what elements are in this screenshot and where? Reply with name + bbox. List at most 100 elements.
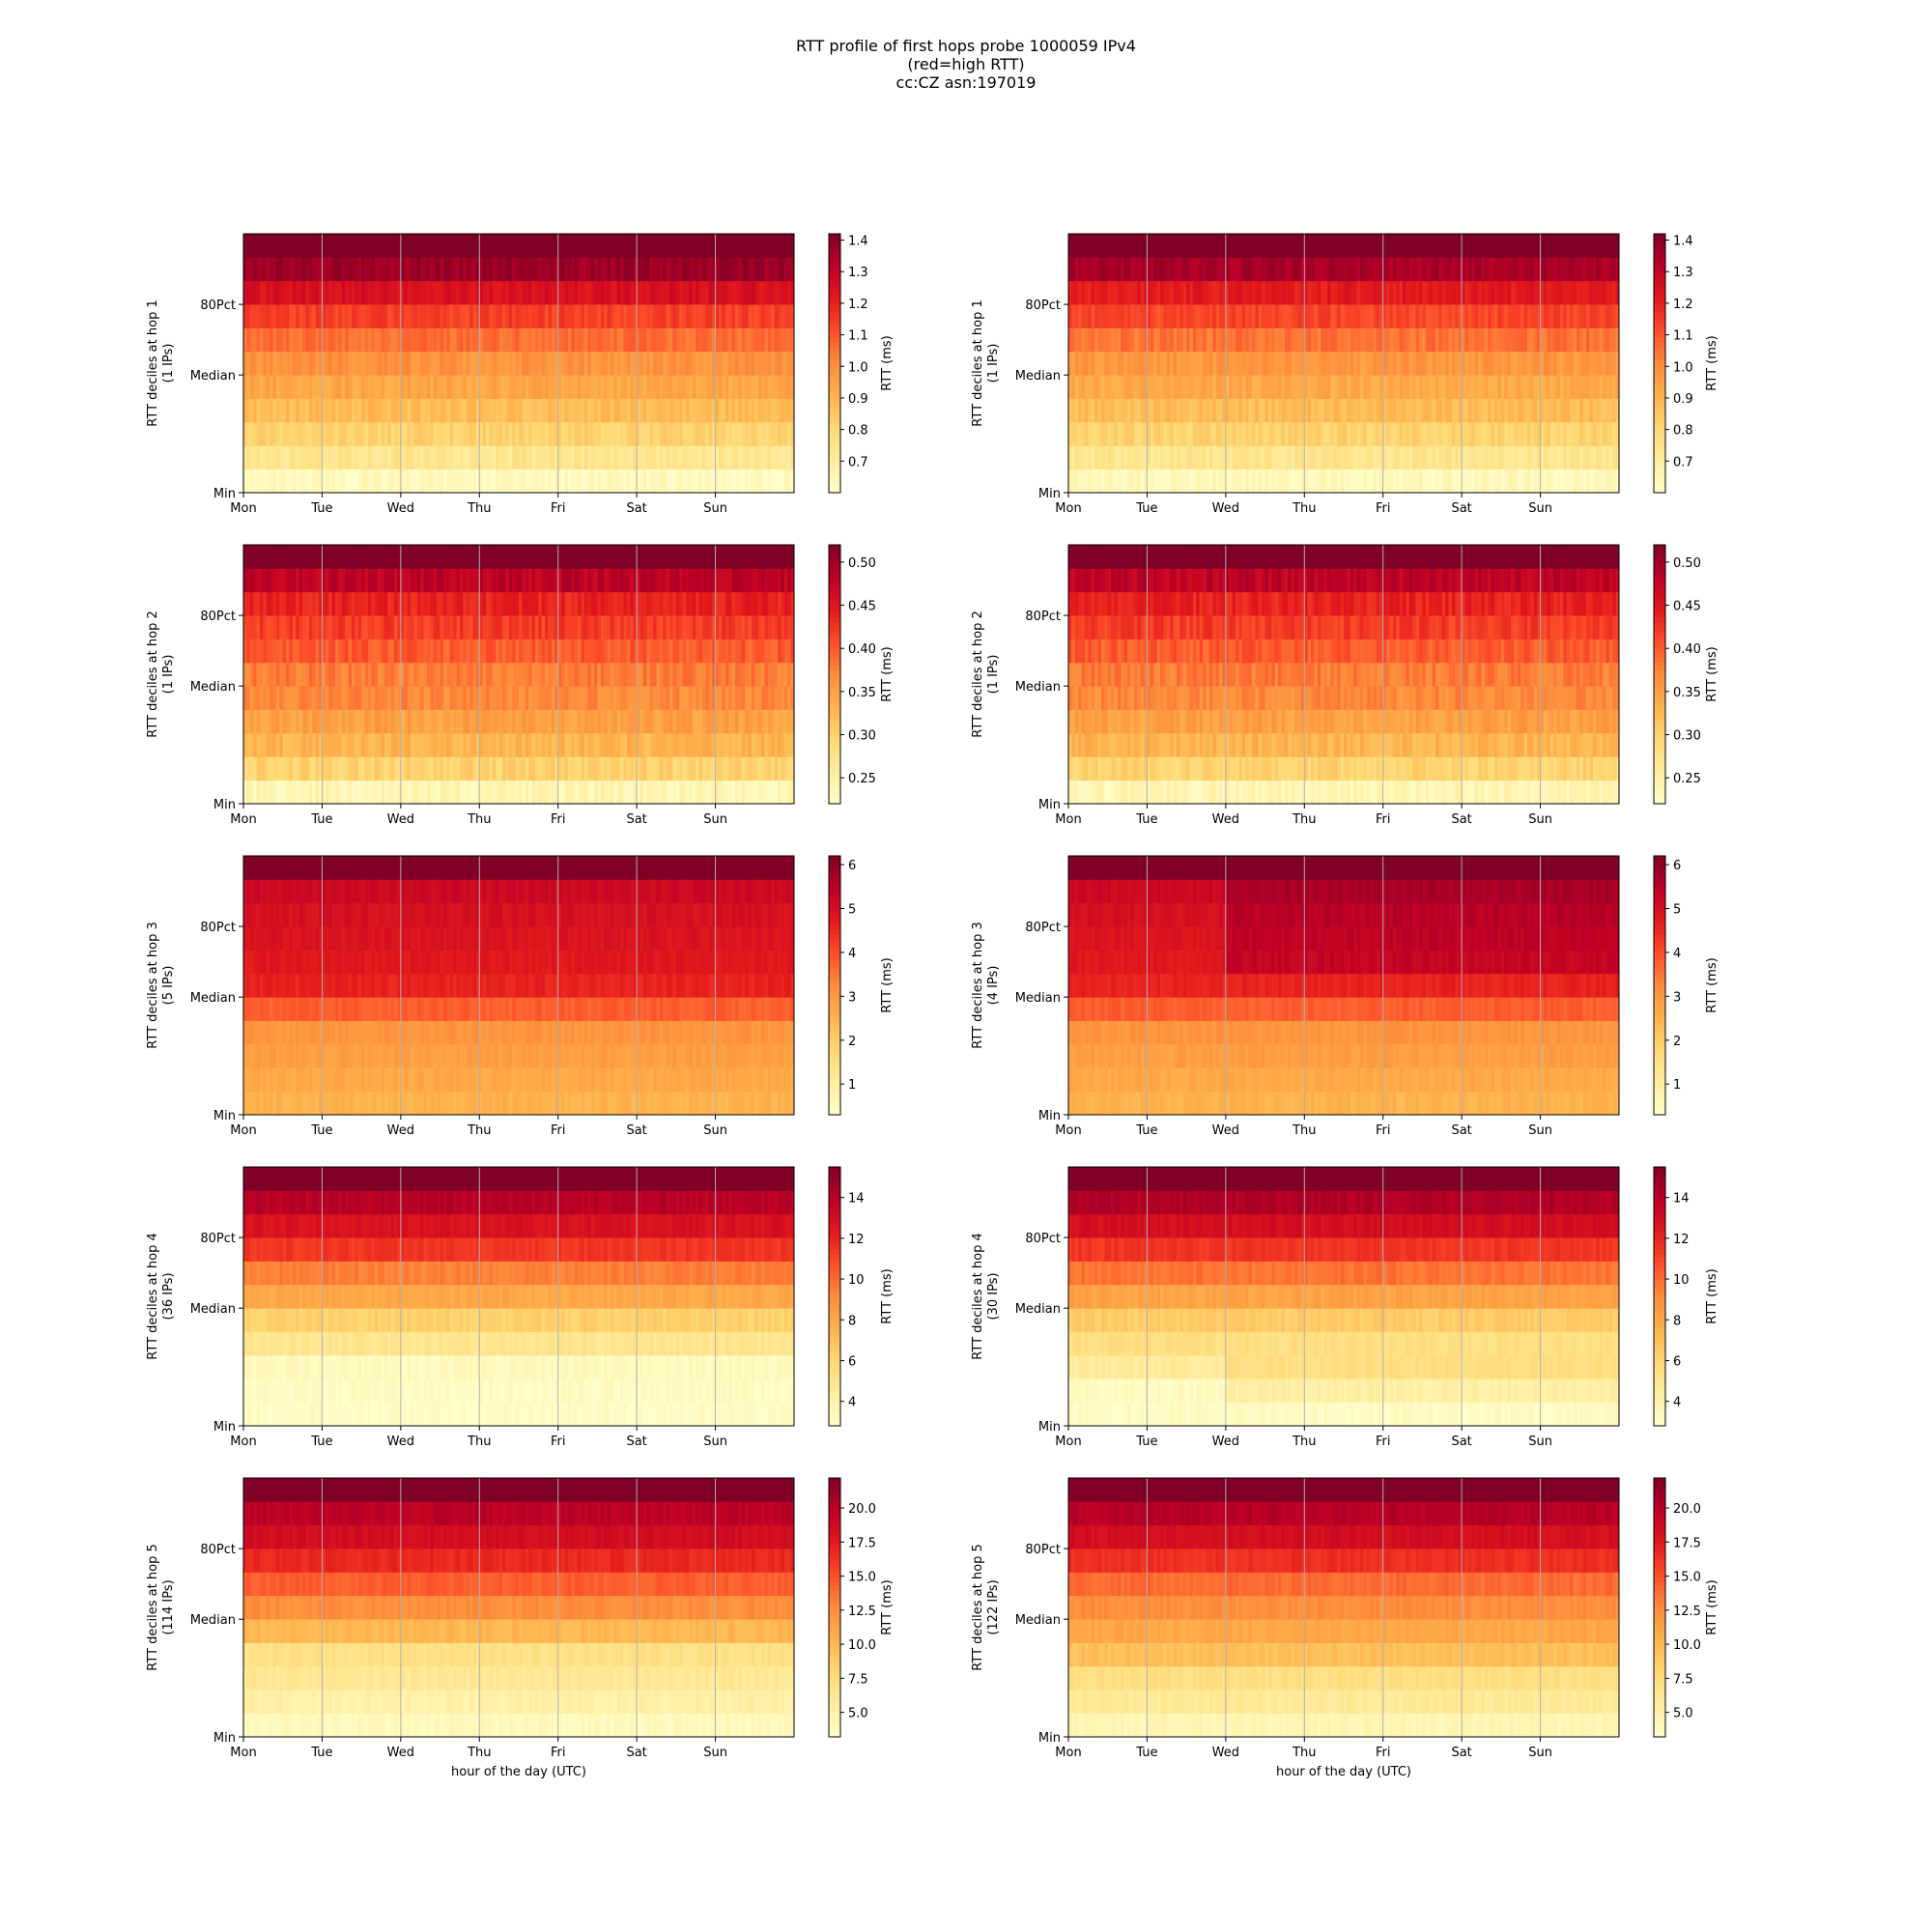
heatmap-cell [1485, 234, 1489, 258]
heatmap-cell [509, 281, 513, 305]
heatmap-cell [1196, 445, 1200, 469]
heatmap-cell [764, 234, 768, 258]
heatmap-cell [1196, 352, 1200, 376]
heatmap-cell [1226, 352, 1230, 376]
heatmap-cell [516, 781, 520, 805]
heatmap-cell [1327, 422, 1331, 446]
heatmap-cell [1177, 304, 1180, 328]
heatmap-cell [672, 469, 676, 494]
heatmap-cell [1593, 422, 1597, 446]
heatmap-cell [1488, 445, 1492, 469]
heatmap-cell [519, 257, 523, 281]
heatmap-cell [283, 375, 287, 399]
heatmap-cell [437, 469, 440, 494]
heatmap-cell [437, 327, 440, 352]
colorbar-tick-label: 0.8 [848, 424, 868, 439]
heatmap-cell [1497, 234, 1501, 258]
heatmap-cell [768, 445, 772, 469]
heatmap-cell [312, 615, 316, 639]
heatmap-cell [489, 781, 493, 805]
heatmap-cell [1092, 257, 1095, 281]
heatmap-cell [283, 327, 287, 352]
heatmap-cell [349, 234, 353, 258]
heatmap-cell [371, 234, 375, 258]
heatmap-cell [627, 469, 631, 494]
heatmap-cell [594, 422, 598, 446]
heatmap-cell [1553, 327, 1557, 352]
heatmap-cell [1196, 327, 1200, 352]
heatmap-cell [342, 686, 346, 710]
heatmap-cell [1294, 327, 1298, 352]
heatmap-cell [250, 234, 254, 258]
heatmap-cell [270, 257, 273, 281]
heatmap-cell [522, 686, 526, 710]
heatmap-cell [1334, 304, 1338, 328]
heatmap-cell [1468, 257, 1472, 281]
heatmap-cell [391, 422, 395, 446]
heatmap-cell [401, 545, 405, 569]
heatmap-cell [1520, 422, 1524, 446]
heatmap-cell [516, 686, 520, 710]
heatmap-cell [382, 234, 385, 258]
heatmap-cell [526, 399, 529, 423]
heatmap-cell [496, 445, 499, 469]
heatmap-cell [316, 615, 320, 639]
heatmap-cell [1186, 375, 1190, 399]
heatmap-cell [276, 592, 280, 616]
heatmap-cell [355, 756, 358, 781]
heatmap-cell [286, 304, 290, 328]
heatmap-cell [1186, 234, 1190, 258]
heatmap-cell [1350, 469, 1354, 494]
heatmap-cell [716, 234, 720, 258]
heatmap-cell [1209, 422, 1213, 446]
heatmap-cell [404, 445, 408, 469]
heatmap-cell [1400, 422, 1404, 446]
heatmap-cell [316, 234, 320, 258]
heatmap-cell [1177, 422, 1180, 446]
heatmap-cell [1170, 469, 1174, 494]
heatmap-cell [1068, 234, 1072, 258]
heatmap-cell [1416, 422, 1420, 446]
heatmap-cell [594, 304, 598, 328]
heatmap-cell [1118, 304, 1122, 328]
colorbar-segment [1654, 402, 1665, 407]
heatmap-cell [561, 568, 565, 592]
heatmap-cell [754, 399, 758, 423]
heatmap-cell [411, 234, 414, 258]
heatmap-cell [781, 375, 784, 399]
colorbar-segment [829, 407, 840, 412]
colorbar-segment [1654, 272, 1665, 277]
heatmap-cell [293, 615, 297, 639]
heatmap-cell [1179, 257, 1183, 281]
heatmap-cell [1255, 469, 1259, 494]
heatmap-cell [1118, 257, 1122, 281]
heatmap-cell [338, 686, 342, 710]
heatmap-cell [1203, 399, 1207, 423]
heatmap-cell [1271, 352, 1275, 376]
heatmap-cell [725, 281, 729, 305]
heatmap-cell [1390, 352, 1394, 376]
heatmap-cell [345, 639, 349, 663]
heatmap-cell [768, 281, 772, 305]
heatmap-cell [460, 469, 464, 494]
heatmap-cell [387, 545, 391, 569]
heatmap-cell [1429, 469, 1433, 494]
heatmap-cell [1249, 422, 1253, 446]
heatmap-cell [1403, 304, 1406, 328]
heatmap-cell [1482, 422, 1486, 446]
heatmap-cell [528, 234, 532, 258]
heatmap-cell [709, 281, 713, 305]
heatmap-cell [1183, 469, 1187, 494]
heatmap-cell [361, 756, 365, 781]
heatmap-cell [552, 352, 555, 376]
heatmap-cell [509, 615, 513, 639]
heatmap-cell [1574, 304, 1577, 328]
heatmap-cell [382, 327, 385, 352]
heatmap-cell [1520, 234, 1524, 258]
heatmap-cell [273, 781, 277, 805]
heatmap-cell [1265, 399, 1269, 423]
heatmap-cell [1524, 281, 1528, 305]
heatmap-cell [1475, 281, 1479, 305]
heatmap-cell [1245, 352, 1249, 376]
heatmap-cell [440, 663, 444, 687]
